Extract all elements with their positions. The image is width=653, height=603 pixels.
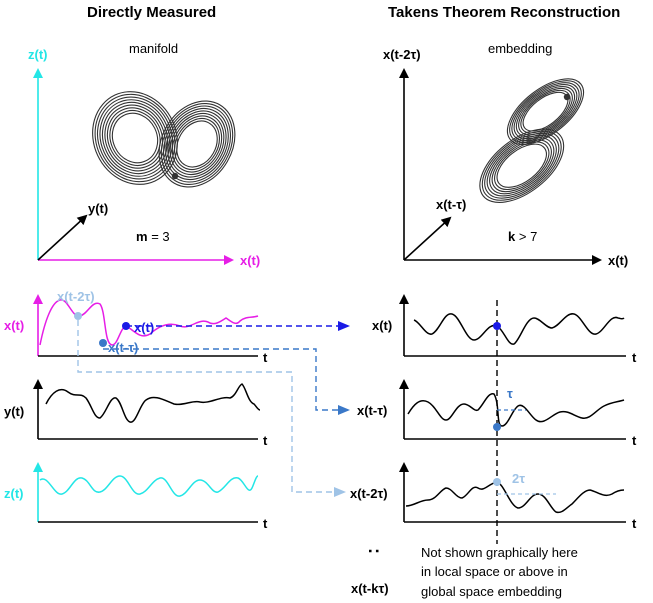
- embedding-lower-loop: [496, 143, 547, 188]
- arrow-x2tau-to-series: [77, 320, 346, 497]
- left-3d-axes: z(t) y(t) x(t) manifold m = 3: [28, 41, 260, 268]
- left-zt-plot: z(t) t: [4, 462, 268, 531]
- left-yt-label: y(t): [4, 404, 24, 419]
- y-axis-label: y(t): [88, 201, 108, 216]
- embedding-lower-loop: [489, 137, 555, 195]
- manifold-right-loop: [169, 112, 225, 176]
- tau-label: τ: [507, 386, 513, 401]
- embed-axis-x-label: x(t): [608, 253, 628, 268]
- left-point-xtau-label: x(t-τ): [108, 340, 138, 355]
- continuation-dots: :: [365, 548, 385, 554]
- manifold-left-loop: [101, 101, 169, 175]
- right-xt-curve: [413, 313, 625, 345]
- right-3d-axes: x(t-2τ) x(t-τ) x(t) embedding k > 7: [383, 41, 628, 268]
- embedding-lower-loop: [479, 128, 565, 203]
- left-zt-curve: [39, 475, 259, 497]
- z-axis-label: z(t): [28, 47, 48, 62]
- embedding-upper-loop: [520, 89, 571, 134]
- left-xt-label: x(t): [4, 318, 24, 333]
- arrow-xtau-to-series: [103, 348, 350, 415]
- embedding-upper-loop: [515, 86, 576, 138]
- manifold-label: manifold: [129, 41, 178, 56]
- xktau-label: x(t-kτ): [351, 581, 389, 596]
- right-xt-point: [493, 322, 501, 330]
- manifold-left-loop: [106, 107, 164, 169]
- manifold-right-loop: [165, 107, 229, 181]
- left-xt-t-label: t: [263, 350, 268, 365]
- left-title: Directly Measured: [87, 4, 216, 21]
- y-axis: [37, 214, 88, 261]
- embed-diagonal-axis: [403, 216, 452, 261]
- right-xtau-point: [493, 423, 501, 431]
- right-x2tau-plot: x(t-2τ) t 2τ: [350, 462, 637, 531]
- embedding-lower-loop: [481, 130, 562, 201]
- left-zt-label: z(t): [4, 486, 24, 501]
- manifold-right-loop: [160, 102, 234, 186]
- manifold-left-loop: [111, 112, 159, 164]
- right-xt-plot: x(t) t: [372, 294, 637, 365]
- note-line-3: global space embedding: [421, 584, 562, 599]
- k-value: > 7: [519, 229, 537, 244]
- embedding-upper-loop: [511, 82, 580, 142]
- embedded-attractor: [479, 78, 585, 203]
- m-value: = 3: [151, 229, 169, 244]
- lorenz-loops: [92, 91, 236, 188]
- manifold-right-loop: [158, 100, 236, 188]
- right-xt-label: x(t): [372, 318, 392, 333]
- embedding-lower-loop: [486, 134, 557, 197]
- lorenz-manifold: [92, 91, 236, 188]
- embedding-lower-loop: [491, 139, 552, 193]
- right-x2tau-label: x(t-2τ): [350, 486, 388, 501]
- right-xtau-plot: x(t-τ) t τ: [357, 379, 637, 448]
- left-zt-t-label: t: [263, 516, 268, 531]
- right-xtau-curve: [407, 393, 625, 427]
- right-x2tau-curve: [405, 481, 625, 514]
- note-line-1: Not shown graphically here: [421, 545, 578, 560]
- embed-axis-diag-label: x(t-τ): [436, 197, 466, 212]
- manifold-point: [171, 172, 179, 180]
- manifold-right-loop: [171, 115, 223, 173]
- two-tau-label: 2τ: [512, 471, 525, 486]
- x-axis-label: x(t): [240, 253, 260, 268]
- embedding-point: [563, 93, 571, 101]
- embedding-upper-loop: [509, 80, 582, 144]
- k-dimension-label: k > 7: [508, 229, 537, 244]
- left-yt-curve: [45, 383, 261, 423]
- left-xt-plot: x(t) t x(t-2τ) x(t) x(t-τ): [4, 289, 268, 365]
- right-x2tau-t-label: t: [632, 516, 637, 531]
- m-dimension-label: m = 3: [136, 229, 170, 244]
- embed-axis-top-label: x(t-2τ): [383, 47, 421, 62]
- embedding-lower-loop: [494, 141, 550, 191]
- left-point-x2tau-label: x(t-2τ): [57, 289, 95, 304]
- left-point-xtau: [99, 339, 107, 347]
- note-line-2: in local space or above in: [421, 564, 568, 579]
- k-symbol: k: [508, 229, 516, 244]
- embedding-label: embedding: [488, 41, 552, 56]
- left-point-x-label: x(t): [134, 320, 154, 335]
- mapping-arrows: [77, 320, 350, 497]
- left-point-x2tau: [74, 312, 82, 320]
- embedding-upper-loop: [506, 78, 585, 146]
- right-xt-t-label: t: [632, 350, 637, 365]
- embedding-lower-loop: [484, 132, 560, 199]
- manifold-left-loop: [109, 110, 161, 166]
- embedding-upper-loop: [513, 84, 578, 140]
- m-symbol: m: [136, 229, 148, 244]
- manifold-left-loop: [92, 91, 178, 185]
- right-title: Takens Theorem Reconstruction: [388, 4, 620, 21]
- left-yt-plot: y(t) t: [4, 379, 268, 448]
- right-x2tau-point: [493, 478, 501, 486]
- manifold-right-loop: [176, 120, 218, 168]
- embedding-upper-loop: [518, 87, 573, 136]
- embedding-loops: [479, 78, 585, 203]
- right-xtau-label: x(t-τ): [357, 403, 387, 418]
- left-yt-t-label: t: [263, 433, 268, 448]
- manifold-left-loop: [99, 99, 171, 177]
- right-xtau-t-label: t: [632, 433, 637, 448]
